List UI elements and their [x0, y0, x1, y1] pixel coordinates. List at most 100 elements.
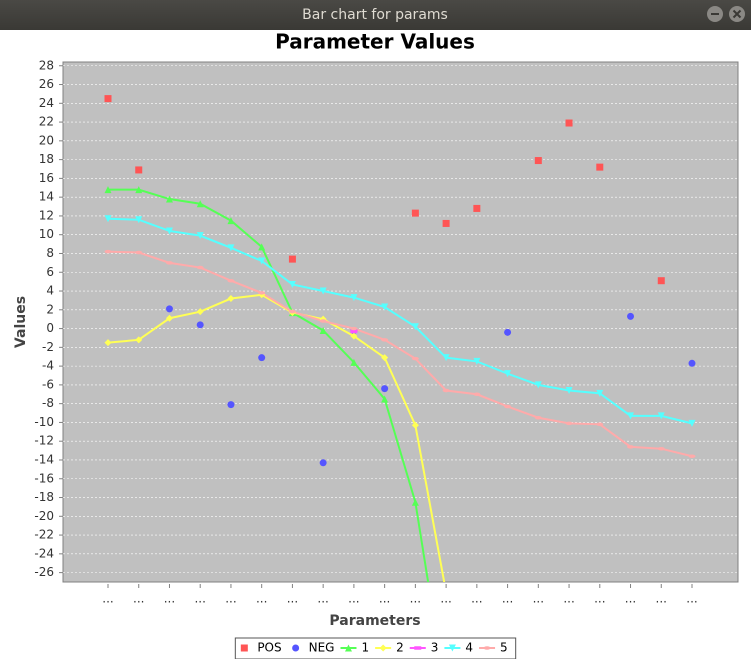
marker	[411, 498, 419, 506]
y-tick-label: 28	[39, 58, 54, 72]
legend-label: 5	[500, 641, 508, 655]
legend-box	[234, 637, 517, 659]
marker	[657, 412, 665, 420]
y-tick-label: 24	[39, 96, 54, 110]
marker	[627, 445, 635, 449]
y-tick-label: -18	[34, 490, 54, 504]
y-tick-label: 2	[46, 302, 54, 316]
marker	[350, 326, 358, 331]
y-tick-label: -4	[42, 359, 54, 373]
x-axis-label: Parameters	[329, 613, 420, 629]
marker	[135, 216, 143, 224]
marker	[165, 261, 173, 265]
y-tick-label: -8	[42, 396, 54, 410]
x-tick-label: ...	[379, 592, 390, 606]
marker	[411, 421, 419, 429]
marker	[596, 389, 604, 397]
y-tick-label: -24	[34, 546, 54, 560]
y-tick-label: -22	[34, 528, 54, 542]
marker	[319, 326, 327, 334]
y-tick-label: 16	[39, 171, 54, 185]
marker	[504, 370, 512, 378]
marker	[227, 217, 235, 225]
marker	[319, 287, 327, 295]
y-tick-label: 26	[39, 77, 54, 91]
x-tick-label: ...	[471, 592, 482, 606]
series-line	[108, 188, 430, 582]
y-tick-label: -16	[34, 471, 54, 485]
marker	[381, 395, 389, 403]
marker	[135, 336, 143, 344]
marker	[627, 412, 635, 420]
y-tick-label: 10	[39, 227, 54, 241]
marker	[258, 257, 266, 265]
title-bar	[0, 0, 751, 30]
series-line	[107, 217, 693, 425]
y-tick-label: 8	[46, 246, 54, 260]
marker	[288, 255, 296, 263]
series-line	[107, 293, 446, 582]
marker	[657, 446, 665, 451]
marker	[227, 244, 235, 252]
x-tick-label: ...	[164, 592, 175, 606]
grid: -26-24-22-20-18-16-14-12-10-8-6-4-202468…	[34, 58, 738, 606]
marker	[627, 312, 635, 320]
y-tick-label: 0	[46, 321, 54, 335]
x-tick-label: ...	[225, 592, 236, 606]
marker	[258, 243, 266, 251]
marker	[196, 200, 204, 208]
marker	[288, 309, 296, 314]
series-markers	[104, 95, 696, 506]
x-tick-label: ...	[656, 592, 667, 606]
marker	[165, 305, 173, 313]
y-tick-label: -2	[42, 340, 54, 354]
marker	[258, 291, 266, 295]
y-tick-label: 18	[39, 152, 54, 166]
marker	[196, 265, 204, 270]
x-tick-label: ...	[256, 592, 267, 606]
legend-label: 3	[431, 641, 439, 655]
marker	[565, 387, 573, 395]
marker	[227, 295, 235, 303]
marker	[504, 328, 512, 336]
y-tick-label: 14	[39, 190, 54, 204]
x-tick-label: ...	[563, 592, 574, 606]
x-tick-label: ...	[102, 592, 113, 606]
marker	[381, 354, 389, 362]
marker	[104, 186, 112, 194]
marker	[473, 392, 481, 397]
marker	[292, 644, 300, 652]
marker	[442, 388, 450, 393]
marker	[504, 404, 512, 409]
marker	[565, 421, 573, 426]
x-tick-label: ...	[194, 592, 205, 606]
marker	[135, 250, 143, 255]
marker	[344, 644, 352, 652]
x-tick-label: ...	[440, 592, 451, 606]
x-tick-label: ...	[625, 592, 636, 606]
legend-label: 1	[361, 641, 369, 655]
series-lines	[107, 188, 693, 582]
marker	[350, 294, 358, 302]
plot-area	[62, 61, 739, 583]
marker	[534, 157, 542, 165]
marker	[104, 339, 112, 347]
marker	[411, 323, 419, 331]
marker	[319, 459, 327, 467]
x-tick-label: ...	[502, 592, 513, 606]
marker	[196, 308, 204, 316]
y-tick-label: -20	[34, 509, 54, 523]
marker	[534, 415, 542, 420]
marker	[688, 454, 696, 458]
marker	[196, 321, 204, 329]
x-tick-label: ...	[410, 592, 421, 606]
y-tick-label: -12	[34, 434, 54, 448]
marker	[657, 277, 665, 285]
window-title: Bar chart for params	[302, 7, 448, 23]
legend-label: 4	[465, 641, 473, 655]
marker	[104, 215, 112, 223]
marker	[135, 186, 143, 194]
x-tick-label: ...	[348, 592, 359, 606]
